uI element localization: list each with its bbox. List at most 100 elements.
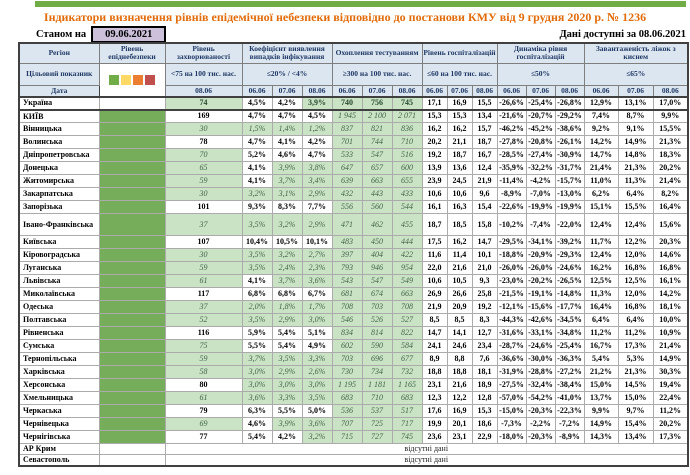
dynamics-value: -38,6% xyxy=(554,122,585,137)
hospitalization-value: 24,6 xyxy=(446,339,473,354)
testing-value: 2 100 xyxy=(361,109,393,124)
hospitalization-value: 18,1 xyxy=(471,365,498,380)
dynamics-value: -26,0% xyxy=(496,261,527,276)
testing-value: 544 xyxy=(391,200,423,215)
sickness-value: 74 xyxy=(164,95,243,111)
detect-value: 2,6% xyxy=(301,365,333,380)
epid-level-cell xyxy=(98,404,166,419)
hospitalization-value: 23,1 xyxy=(446,430,473,445)
dynamics-value: -12,1% xyxy=(496,300,527,315)
beds-value: 9,9% xyxy=(652,109,689,124)
hospitalization-value: 12,8 xyxy=(471,391,498,406)
dynamics-value: -28,5% xyxy=(496,148,527,163)
dynamics-value: -15,7% xyxy=(554,174,585,189)
testing-value: 600 xyxy=(391,161,423,176)
beds-value: 14,9% xyxy=(652,352,689,367)
dynamics-value: -20,8% xyxy=(525,135,556,150)
beds-value: 21,4% xyxy=(652,339,689,354)
detect-value: 5,5% xyxy=(241,339,273,354)
dynamics-value: -26,5% xyxy=(554,274,585,289)
dynamics-value: -24,6% xyxy=(525,339,556,354)
testing-value: 516 xyxy=(391,148,423,163)
dynamics-value: -21,5% xyxy=(496,287,527,302)
hospitalization-value: 16,9 xyxy=(446,404,473,419)
epid-level-cell xyxy=(98,174,166,189)
testing-value: 1 195 xyxy=(331,378,363,393)
detect-value: 3,2% xyxy=(271,248,303,263)
beds-value: 9,2% xyxy=(583,122,619,137)
dynamics-value: -8,9% xyxy=(554,430,585,445)
hospitalization-value: 20,2 xyxy=(421,135,448,150)
beds-value: 16,7% xyxy=(583,339,619,354)
hospitalization-value: 21,0 xyxy=(471,261,498,276)
dynamics-value: -44,3% xyxy=(496,313,527,328)
beds-value: 14,3% xyxy=(583,430,619,445)
hospitalization-value: 8,5 xyxy=(446,313,473,328)
hospitalization-value: 9,6 xyxy=(471,187,498,202)
beds-value: 16,8% xyxy=(617,261,654,276)
beds-value: 15,5% xyxy=(617,200,654,215)
sickness-value: 79 xyxy=(164,404,243,419)
detect-value: 3,5% xyxy=(241,213,273,237)
testing-value: 450 xyxy=(361,235,393,250)
dynamics-value: -32,2% xyxy=(525,161,556,176)
beds-value: 17,0% xyxy=(652,95,689,111)
detect-value: 5,4% xyxy=(271,326,303,341)
testing-value: 602 xyxy=(331,339,363,354)
detect-value: 3,6% xyxy=(301,417,333,432)
date-header: 08.06 xyxy=(391,84,423,98)
hospitalization-value: 26,6 xyxy=(446,287,473,302)
beds-value: 17,3% xyxy=(617,339,654,354)
no-data-cell: відсутні дані xyxy=(164,443,689,456)
hospitalization-value: 23,6 xyxy=(421,430,448,445)
dynamics-value: -15,0% xyxy=(496,404,527,419)
beds-value: 12,2% xyxy=(617,235,654,250)
dynamics-value: -54,2% xyxy=(525,391,556,406)
beds-value: 11,7% xyxy=(583,235,619,250)
region-name: Житомирська xyxy=(18,174,100,189)
testing-value: 1 945 xyxy=(331,109,363,124)
testing-value: 744 xyxy=(361,135,393,150)
epid-level-cell xyxy=(98,135,166,150)
testing-value: 740 xyxy=(331,95,363,111)
beds-value: 10,0% xyxy=(652,313,689,328)
testing-value: 703 xyxy=(361,300,393,315)
date-header: 06.06 xyxy=(496,84,527,98)
dynamics-value: -22,6% xyxy=(496,200,527,215)
sickness-value: 69 xyxy=(164,417,243,432)
detect-value: 5,0% xyxy=(301,404,333,419)
hospitalization-value: 13,4 xyxy=(471,109,498,124)
detect-value: 3,8% xyxy=(301,161,333,176)
dynamics-value: -42,6% xyxy=(525,313,556,328)
detect-value: 2,9% xyxy=(301,213,333,237)
testing-value: 708 xyxy=(331,300,363,315)
epid-level-cell xyxy=(98,417,166,432)
dynamics-value: -27,4% xyxy=(525,148,556,163)
dynamics-value: -57,0% xyxy=(496,391,527,406)
beds-value: 21,4% xyxy=(583,161,619,176)
table-row: Запорізька 101 9,3% 8,3% 7,7% 556 560 544 16,1 16… xyxy=(18,200,689,215)
testing-value: 717 xyxy=(391,417,423,432)
hospitalization-value: 23,1 xyxy=(421,378,448,393)
sickness-value: 107 xyxy=(164,235,243,250)
detect-value: 4,9% xyxy=(301,339,333,354)
hospitalization-value: 8,9 xyxy=(421,352,448,367)
region-column-header: Регіон xyxy=(18,42,100,64)
region-name: АР Крим xyxy=(18,443,100,456)
dynamics-value: -14,8% xyxy=(554,287,585,302)
beds-value: 14,2% xyxy=(583,135,619,150)
beds-value: 9,1% xyxy=(617,122,654,137)
dynamics-value: -22,0% xyxy=(554,213,585,237)
hospitalization-value: 13,9 xyxy=(421,161,448,176)
table-row: Київська 107 10,4% 10,5% 10,1% 483 450 444 17,5 1… xyxy=(18,235,689,250)
detect-value: 4,7% xyxy=(241,109,273,124)
detect-value: 3,3% xyxy=(301,352,333,367)
detect-value: 2,7% xyxy=(301,248,333,263)
beds-value: 21,3% xyxy=(617,161,654,176)
testing-value: 703 xyxy=(331,352,363,367)
hospitalization-value: 18,6 xyxy=(471,417,498,432)
region-name: Кіровоградська xyxy=(18,248,100,263)
as-of-date-box: 09.06.2021 xyxy=(91,26,167,43)
hospitalization-value: 18,7 xyxy=(446,148,473,163)
beds-value: 11,2% xyxy=(652,404,689,419)
